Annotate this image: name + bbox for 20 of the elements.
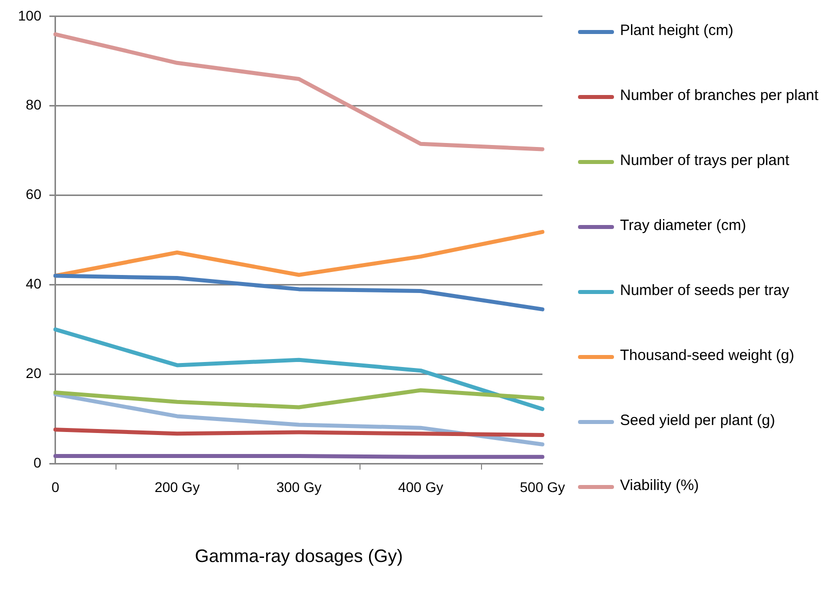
- y-tick-label: 40: [26, 276, 42, 292]
- legend-label: Number of seeds per tray: [620, 282, 790, 299]
- y-tick-label: 60: [26, 186, 42, 202]
- legend-label: Plant height (cm): [620, 22, 734, 39]
- y-tick-label: 0: [34, 454, 42, 470]
- legend-label: Tray diameter (cm): [620, 217, 746, 234]
- legend-label: Thousand-seed weight (g): [620, 347, 794, 364]
- x-tick-label: 0: [51, 478, 60, 495]
- x-tick-label: 300 Gy: [276, 478, 322, 495]
- y-tick-label: 80: [26, 96, 42, 113]
- x-tick-label: 200 Gy: [154, 478, 200, 495]
- legend-label: Viability (%): [620, 477, 699, 494]
- y-tick-label: 20: [26, 365, 42, 382]
- x-axis-title: Gamma-ray dosages (Gy): [194, 546, 403, 566]
- x-tick-label: 400 Gy: [398, 478, 444, 495]
- legend-label: Number of trays per plant: [620, 152, 790, 169]
- x-tick-label: 500 Gy: [520, 478, 565, 495]
- legend-label: Seed yield per plant (g): [620, 412, 776, 429]
- legend-label: Number of branches per plant: [620, 87, 818, 104]
- y-tick-label: 100: [18, 7, 42, 24]
